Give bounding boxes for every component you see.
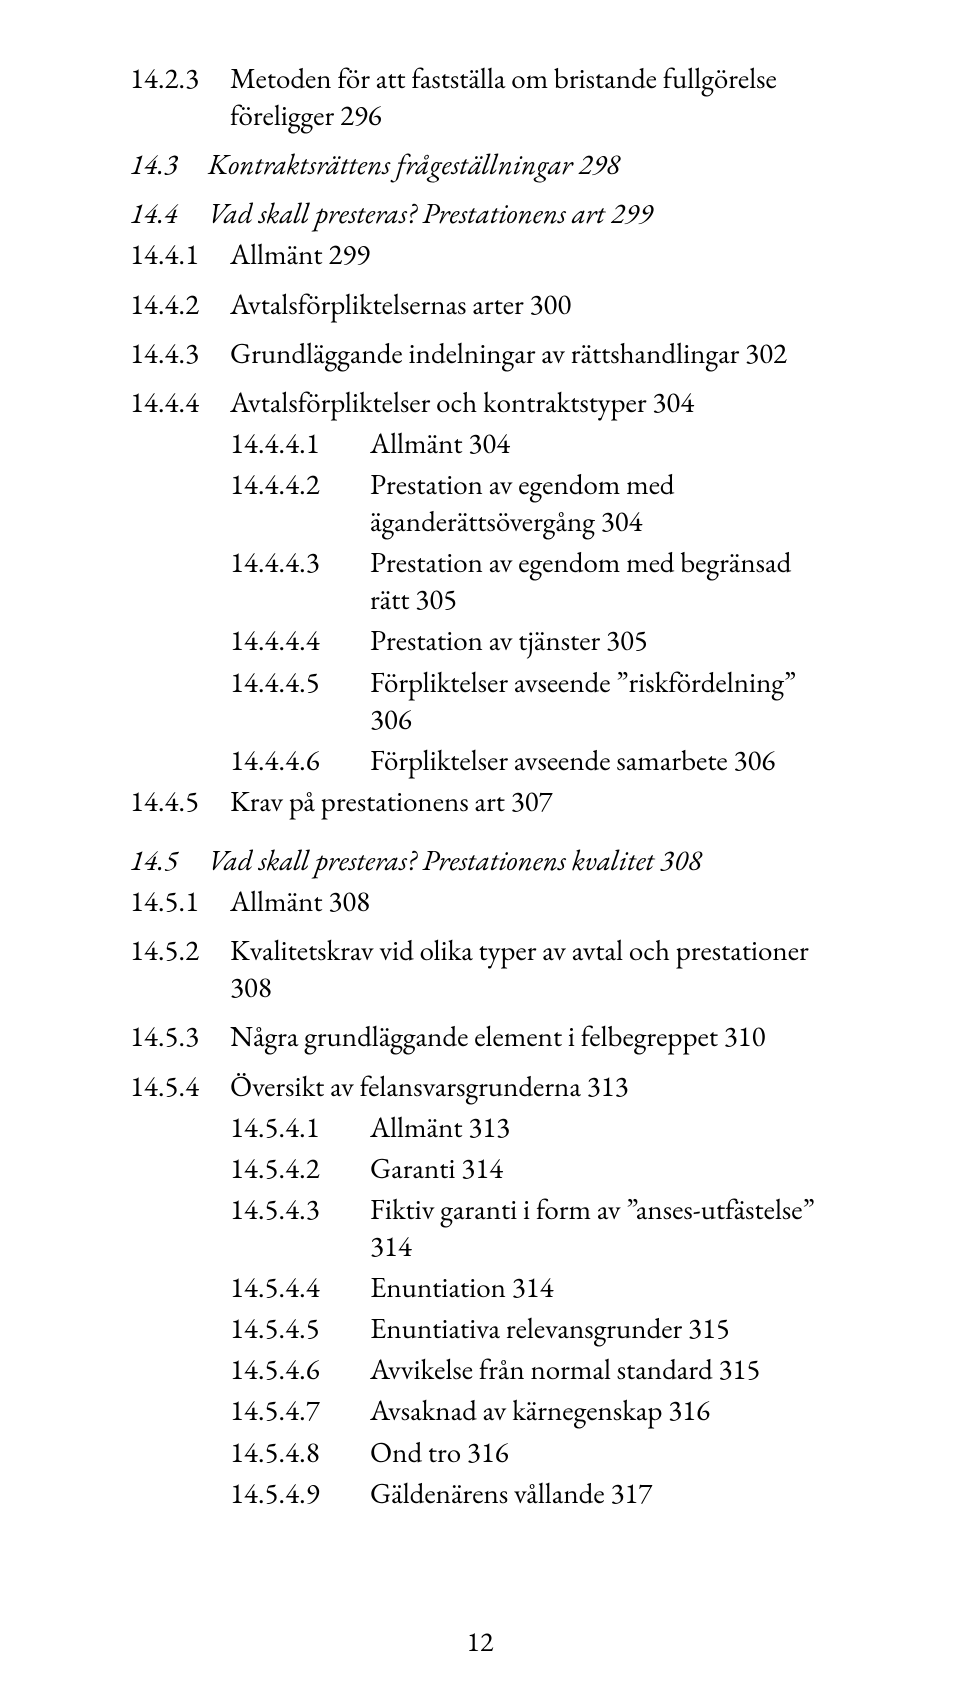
document-page: 14.2.3Metoden för att fastställa om bris…	[0, 0, 960, 1703]
toc-entry-number: 14.3	[130, 146, 208, 183]
toc-entry-title: Översikt av felansvarsgrunderna 313	[230, 1068, 830, 1105]
toc-entry: 14.5.1Allmänt 308	[130, 883, 830, 920]
toc-entry: 14.5.4.6Avvikelse från normal standard 3…	[130, 1351, 830, 1388]
toc-entry-number: 14.4.4.4	[230, 622, 370, 659]
toc-entry-title: Allmänt 304	[370, 425, 830, 462]
toc-entry-number: 14.4.4.2	[230, 466, 370, 503]
table-of-contents: 14.2.3Metoden för att fastställa om bris…	[130, 60, 830, 1512]
toc-entry-title: Enuntiativa relevansgrunder 315	[370, 1310, 830, 1347]
toc-entry-title: Kvalitetskrav vid olika typer av avtal o…	[230, 932, 830, 1006]
toc-entry-title: Avvikelse från normal standard 315	[370, 1351, 830, 1388]
toc-entry: 14.5Vad skall presteras? Prestationens k…	[130, 842, 830, 879]
toc-entry-number: 14.5.1	[130, 883, 230, 920]
toc-entry: 14.3Kontraktsrättens frågeställningar 29…	[130, 146, 830, 183]
toc-entry-title: Vad skall presteras? Prestationens art 2…	[208, 195, 830, 232]
toc-entry: 14.4.4Avtalsförpliktelser och kontraktst…	[130, 384, 830, 421]
toc-entry-number: 14.5.4.9	[230, 1475, 370, 1512]
toc-entry: 14.5.4.3Fiktiv garanti i form av ”anses-…	[130, 1191, 830, 1265]
toc-entry-number: 14.5.4.5	[230, 1310, 370, 1347]
toc-entry-number: 14.4.1	[130, 236, 230, 273]
toc-entry-number: 14.5.4.2	[230, 1150, 370, 1187]
toc-entry-title: Grundläggande indelningar av rättshandli…	[230, 335, 830, 372]
toc-entry-number: 14.4.4.3	[230, 544, 370, 581]
toc-entry: 14.5.4.9Gäldenärens vållande 317	[130, 1475, 830, 1512]
page-number: 12	[0, 1625, 960, 1661]
toc-entry-number: 14.5.4.7	[230, 1392, 370, 1429]
toc-entry: 14.5.3Några grundläggande element i felb…	[130, 1018, 830, 1055]
toc-entry: 14.4.4.4Prestation av tjänster 305	[130, 622, 830, 659]
toc-entry-number: 14.5.3	[130, 1018, 230, 1055]
toc-entry: 14.5.4.1Allmänt 313	[130, 1109, 830, 1146]
toc-entry-number: 14.5.4.1	[230, 1109, 370, 1146]
toc-entry: 14.4.5Krav på prestationens art 307	[130, 783, 830, 820]
toc-entry-number: 14.4.5	[130, 783, 230, 820]
toc-entry-title: Allmänt 299	[230, 236, 830, 273]
toc-entry: 14.5.4.8Ond tro 316	[130, 1434, 830, 1471]
toc-entry: 14.5.4Översikt av felansvarsgrunderna 31…	[130, 1068, 830, 1105]
toc-entry: 14.5.4.4Enuntiation 314	[130, 1269, 830, 1306]
toc-entry-title: Prestation av egendom med begränsad rätt…	[370, 544, 830, 618]
toc-entry-title: Avtalsförpliktelser och kontraktstyper 3…	[230, 384, 830, 421]
toc-entry: 14.4.4.6Förpliktelser avseende samarbete…	[130, 742, 830, 779]
toc-entry: 14.4.4.3Prestation av egendom med begrän…	[130, 544, 830, 618]
toc-entry-title: Förpliktelser avseende samarbete 306	[370, 742, 830, 779]
toc-entry-title: Ond tro 316	[370, 1434, 830, 1471]
toc-entry: 14.5.2Kvalitetskrav vid olika typer av a…	[130, 932, 830, 1006]
toc-entry-title: Garanti 314	[370, 1150, 830, 1187]
toc-entry-number: 14.4.2	[130, 286, 230, 323]
toc-entry-number: 14.2.3	[130, 60, 230, 97]
toc-entry-number: 14.5.4.3	[230, 1191, 370, 1228]
toc-entry-title: Enuntiation 314	[370, 1269, 830, 1306]
toc-entry: 14.5.4.5Enuntiativa relevansgrunder 315	[130, 1310, 830, 1347]
toc-entry-number: 14.5.4	[130, 1068, 230, 1105]
toc-entry-number: 14.5	[130, 842, 208, 879]
toc-entry-title: Prestation av tjänster 305	[370, 622, 830, 659]
toc-entry-title: Avsaknad av kärnegenskap 316	[370, 1392, 830, 1429]
toc-entry-number: 14.5.2	[130, 932, 230, 969]
toc-entry-number: 14.4.4	[130, 384, 230, 421]
toc-entry-number: 14.4.3	[130, 335, 230, 372]
toc-entry-title: Några grundläggande element i felbegrepp…	[230, 1018, 830, 1055]
toc-entry-title: Avtalsförpliktelsernas arter 300	[230, 286, 830, 323]
toc-entry-number: 14.5.4.6	[230, 1351, 370, 1388]
toc-entry-title: Allmänt 308	[230, 883, 830, 920]
toc-entry: 14.4.4.2Prestation av egendom med ägande…	[130, 466, 830, 540]
toc-entry-number: 14.4.4.5	[230, 664, 370, 701]
toc-entry-title: Gäldenärens vållande 317	[370, 1475, 830, 1512]
toc-entry-title: Fiktiv garanti i form av ”anses-utfästel…	[370, 1191, 830, 1265]
toc-entry-number: 14.4	[130, 195, 208, 232]
toc-entry-title: Krav på prestationens art 307	[230, 783, 830, 820]
toc-entry-number: 14.5.4.4	[230, 1269, 370, 1306]
toc-entry: 14.4.1Allmänt 299	[130, 236, 830, 273]
toc-entry-number: 14.4.4.6	[230, 742, 370, 779]
toc-entry: 14.4.3Grundläggande indelningar av rätts…	[130, 335, 830, 372]
toc-entry-title: Kontraktsrättens frågeställningar 298	[208, 146, 830, 183]
toc-entry-title: Förpliktelser avseende ”riskfördelning” …	[370, 664, 830, 738]
toc-entry-title: Allmänt 313	[370, 1109, 830, 1146]
toc-entry: 14.2.3Metoden för att fastställa om bris…	[130, 60, 830, 134]
toc-entry: 14.4.4.1Allmänt 304	[130, 425, 830, 462]
toc-entry: 14.4.2Avtalsförpliktelsernas arter 300	[130, 286, 830, 323]
toc-entry: 14.4.4.5Förpliktelser avseende ”riskförd…	[130, 664, 830, 738]
toc-entry: 14.4Vad skall presteras? Prestationens a…	[130, 195, 830, 232]
toc-entry-number: 14.4.4.1	[230, 425, 370, 462]
toc-entry-title: Metoden för att fastställa om bristande …	[230, 60, 830, 134]
toc-entry-number: 14.5.4.8	[230, 1434, 370, 1471]
toc-entry: 14.5.4.2Garanti 314	[130, 1150, 830, 1187]
toc-entry-title: Prestation av egendom med äganderättsöve…	[370, 466, 830, 540]
toc-entry: 14.5.4.7Avsaknad av kärnegenskap 316	[130, 1392, 830, 1429]
toc-entry-title: Vad skall presteras? Prestationens kvali…	[208, 842, 830, 879]
